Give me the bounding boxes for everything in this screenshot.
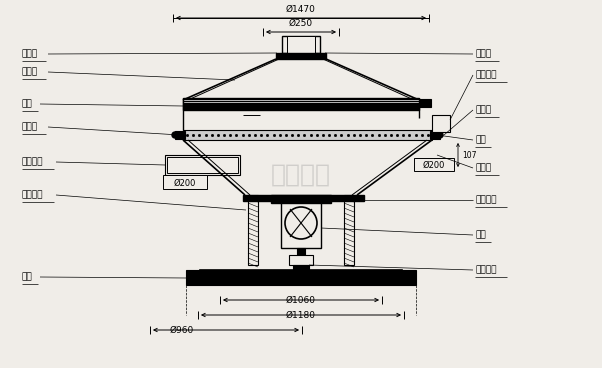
Text: 107: 107	[462, 151, 477, 159]
Bar	[167, 157, 238, 173]
Circle shape	[172, 132, 178, 138]
Bar	[289, 255, 313, 265]
Bar	[297, 248, 305, 256]
Bar	[243, 195, 364, 201]
Text: Ø250: Ø250	[289, 19, 313, 28]
Bar	[186, 270, 416, 285]
Text: 网架: 网架	[475, 135, 486, 145]
Bar	[165, 155, 240, 175]
Text: 上部重锤: 上部重锤	[475, 195, 497, 205]
Bar	[414, 158, 454, 171]
Text: 细出料口: 细出料口	[22, 158, 43, 166]
Bar	[432, 115, 450, 132]
Bar	[419, 99, 431, 107]
Bar	[271, 195, 331, 203]
Bar	[293, 265, 309, 271]
Text: Ø200: Ø200	[423, 160, 445, 170]
Text: 进料口: 进料口	[22, 50, 38, 59]
Text: 粗出料口: 粗出料口	[475, 71, 497, 79]
Text: Ø200: Ø200	[174, 178, 196, 188]
Bar	[183, 130, 432, 140]
Text: 电机: 电机	[475, 230, 486, 240]
Bar	[248, 195, 258, 265]
Text: Ø1470: Ø1470	[286, 5, 316, 14]
Circle shape	[437, 132, 443, 138]
Text: 防尘盖: 防尘盖	[22, 67, 38, 77]
Text: 减振弹簧: 减振弹簧	[22, 191, 43, 199]
Bar	[276, 53, 326, 59]
Text: 小束环: 小束环	[475, 50, 491, 59]
Bar	[281, 203, 321, 248]
Bar	[344, 195, 354, 265]
Bar	[287, 36, 315, 53]
Text: Ø1060: Ø1060	[286, 296, 316, 304]
Text: Ø960: Ø960	[170, 326, 194, 335]
Bar	[200, 270, 402, 285]
Text: 上框: 上框	[22, 99, 33, 109]
Bar	[282, 36, 320, 53]
Text: 弹跳球: 弹跳球	[475, 106, 491, 114]
Bar	[183, 98, 419, 110]
Text: 底座: 底座	[22, 272, 33, 282]
Text: 挡球环: 挡球环	[475, 163, 491, 173]
Bar	[175, 131, 185, 139]
Text: 大汉机械: 大汉机械	[271, 163, 331, 187]
Bar	[163, 175, 207, 189]
Text: 大束环: 大束环	[22, 123, 38, 131]
Bar	[430, 131, 440, 139]
Text: 下部重锤: 下部重锤	[475, 265, 497, 275]
Text: Ø1180: Ø1180	[286, 311, 316, 319]
